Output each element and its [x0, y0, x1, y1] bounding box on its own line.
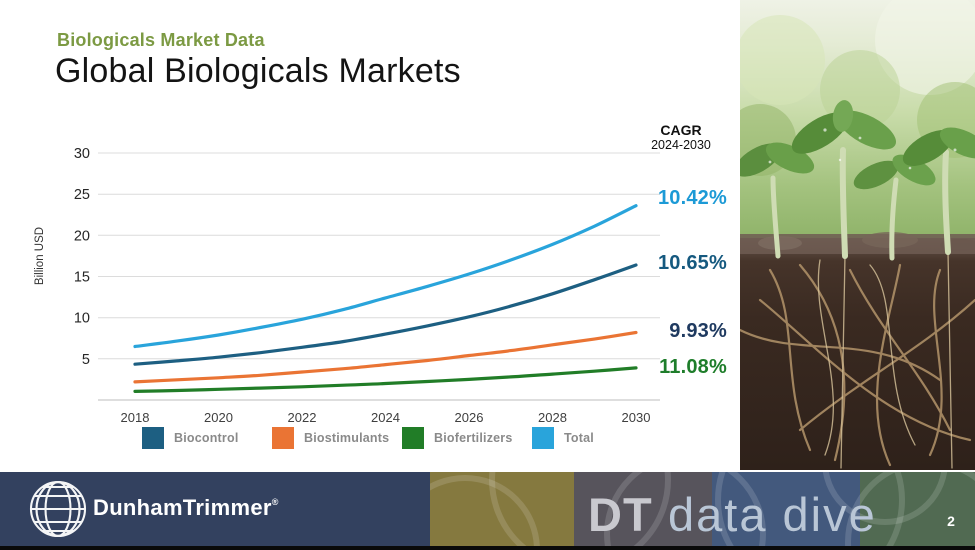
line-chart: 5 10 15 20 25 30 2018 2020 2022 2024 2026 2028 2030	[74, 146, 660, 425]
footer-segment-green	[860, 472, 975, 546]
seedlings-soil-photo	[740, 0, 975, 470]
footer-segment-blue	[712, 472, 860, 546]
brand-wordmark: DunhamTrimmer®	[93, 495, 279, 521]
y-tick-label: 20	[74, 228, 90, 244]
legend-item-biocontrol: Biocontrol	[142, 427, 239, 449]
y-axis-title: Billion USD	[34, 226, 46, 286]
x-tick-label: 2022	[288, 410, 317, 425]
seedlings-photo-graphic	[740, 0, 975, 470]
page-number: 2	[947, 513, 955, 529]
registered-trademark: ®	[271, 497, 279, 507]
legend-label: Biofertilizers	[434, 431, 513, 445]
globe-arcs-decoration	[430, 472, 975, 546]
footer-segment-olive	[430, 472, 574, 546]
x-tick-label: 2030	[622, 410, 651, 425]
brand-name: DunhamTrimmer	[93, 495, 272, 520]
legend-swatch-biocontrol	[142, 427, 164, 449]
legend-item-total: Total	[532, 427, 594, 449]
footer-bar: DunhamTrimmer® DT data dive 2	[0, 472, 975, 546]
legend-label: Biostimulants	[304, 431, 390, 445]
bottom-strip	[0, 546, 975, 550]
cagr-value-biocontrol: 10.65%	[657, 252, 727, 274]
y-tick-label: 10	[74, 311, 90, 327]
series-line-total	[133, 204, 638, 349]
dt-monogram: DT	[588, 488, 653, 541]
y-tick-label: 25	[74, 187, 90, 203]
cagr-header-line2: 2024-2030	[651, 138, 711, 152]
series-line-biofertilizers	[133, 366, 638, 393]
cagr-value-biofertilizers: 11.08%	[659, 356, 727, 378]
x-tick-label: 2024	[371, 410, 400, 425]
y-tick-label: 5	[82, 352, 90, 368]
x-tick-label: 2026	[455, 410, 484, 425]
x-tick-label: 2018	[121, 410, 150, 425]
legend-swatch-total	[532, 427, 554, 449]
y-tick-label: 15	[74, 270, 90, 286]
x-tick-label: 2020	[204, 410, 233, 425]
cagr-value-biostimulants: 9.93%	[669, 320, 727, 342]
legend-swatch-biofertilizers	[402, 427, 424, 449]
legend-label: Total	[564, 431, 594, 445]
page-title: Global Biologicals Markets	[55, 52, 461, 90]
cagr-value-total: 10.42%	[657, 187, 727, 209]
footer-segment-charcoal	[574, 472, 712, 546]
data-dive-tagline: data dive	[668, 488, 877, 541]
series-line-biostimulants	[133, 330, 638, 384]
legend-label: Biocontrol	[174, 431, 239, 445]
legend-item-biostimulants: Biostimulants	[272, 427, 389, 449]
x-tick-label: 2028	[538, 410, 567, 425]
eyebrow-title: Biologicals Market Data	[57, 30, 265, 50]
cagr-header: CAGR 2024-2030	[633, 122, 729, 152]
legend-item-biofertilizers: Biofertilizers	[402, 427, 513, 449]
cagr-header-line1: CAGR	[660, 122, 702, 138]
series-line-biocontrol	[133, 263, 638, 366]
y-tick-label: 30	[74, 146, 90, 162]
dunhamtrimmer-globe-icon	[29, 480, 87, 538]
legend-swatch-biostimulants	[272, 427, 294, 449]
